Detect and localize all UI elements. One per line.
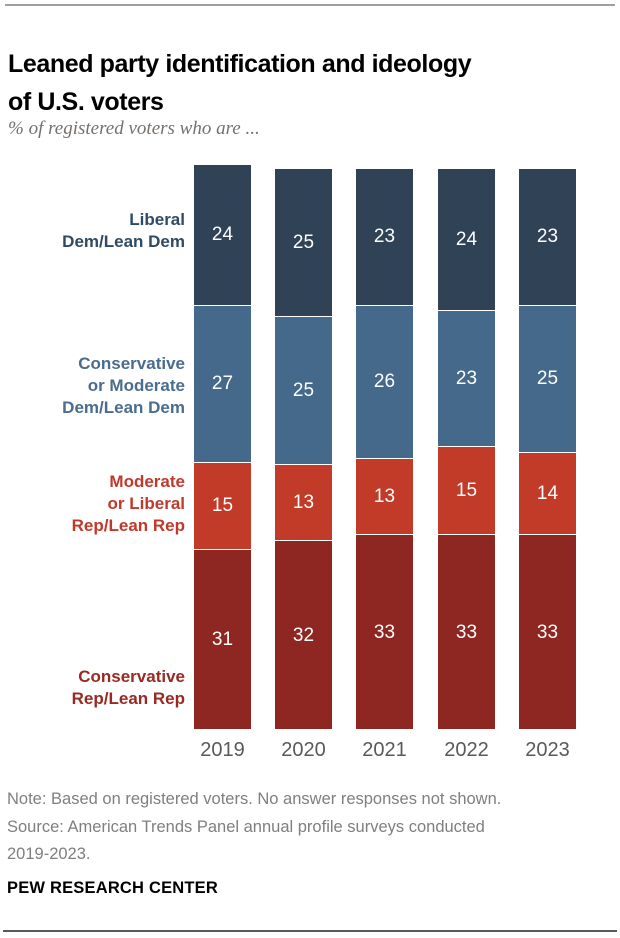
pew-research-center-wordmark: PEW RESEARCH CENTER xyxy=(7,879,218,897)
x-axis-label-2020: 2020 xyxy=(281,739,326,761)
series-label: Conservative Rep/Lean Rep xyxy=(0,666,185,710)
series-label-line: Liberal xyxy=(129,210,185,229)
bar-segment: 13 xyxy=(356,457,413,535)
chart-subtitle: % of registered voters who are ... xyxy=(8,118,260,139)
value-label: 24 xyxy=(211,224,234,246)
series-label-line: Moderate xyxy=(109,472,185,491)
value-label: 33 xyxy=(536,621,559,643)
bar-segment: 24 xyxy=(194,165,251,305)
series-label: Liberal Dem/Lean Dem xyxy=(0,209,185,253)
bar-2020: 25 25 13 32 xyxy=(275,169,332,729)
series-label-line: Dem/Lean Dem xyxy=(62,232,185,251)
value-label: 33 xyxy=(373,621,396,643)
page-title-line1: Leaned party identification and ideology xyxy=(8,49,472,78)
bar-segment: 23 xyxy=(438,310,495,447)
series-label-line: or Moderate xyxy=(87,376,185,395)
bar-segment: 32 xyxy=(275,540,332,729)
note-line: Note: Based on registered voters. No ans… xyxy=(7,790,502,808)
series-label-line: Conservative xyxy=(78,667,185,686)
bar-2021: 23 26 13 33 xyxy=(356,169,413,729)
bar-2019: 24 27 15 31 xyxy=(194,165,251,729)
page-title-line2: of U.S. voters xyxy=(8,87,164,116)
value-label: 23 xyxy=(373,226,396,248)
bar-2023: 23 25 14 33 xyxy=(519,169,576,729)
value-label: 13 xyxy=(292,492,315,514)
value-label: 25 xyxy=(536,368,559,390)
bar-segment: 25 xyxy=(519,304,576,452)
bar-segment: 25 xyxy=(275,316,332,464)
bar-segment: 15 xyxy=(194,461,251,549)
top-divider xyxy=(5,4,615,6)
bar-segment: 14 xyxy=(519,451,576,535)
value-label: 24 xyxy=(455,229,478,251)
series-label-line: Dem/Lean Dem xyxy=(62,398,185,417)
value-label: 15 xyxy=(455,480,478,502)
source-line: Source: American Trends Panel annual pro… xyxy=(7,817,485,836)
bar-segment: 33 xyxy=(519,534,576,729)
value-label: 32 xyxy=(292,624,315,646)
x-axis-label-2023: 2023 xyxy=(525,739,570,761)
value-label: 13 xyxy=(373,486,396,508)
series-label: Moderate or Liberal Rep/Lean Rep xyxy=(0,471,185,537)
x-axis-label-2022: 2022 xyxy=(444,739,489,761)
bar-segment: 24 xyxy=(438,169,495,311)
series-label-line: or Liberal xyxy=(107,494,185,513)
bar-segment: 23 xyxy=(519,169,576,305)
value-label: 23 xyxy=(536,226,559,248)
value-label: 33 xyxy=(455,621,478,643)
bar-segment: 23 xyxy=(356,169,413,305)
value-label: 26 xyxy=(373,371,396,393)
bar-segment: 31 xyxy=(194,548,251,729)
value-label: 14 xyxy=(536,483,559,505)
bar-2022: 24 23 15 33 xyxy=(438,169,495,729)
page-title: Leaned party identification and ideology… xyxy=(8,45,614,121)
bar-segment: 15 xyxy=(438,446,495,535)
series-label: Conservative or Moderate Dem/Lean Dem xyxy=(0,353,185,419)
value-label: 27 xyxy=(211,373,234,395)
bar-segment: 33 xyxy=(438,534,495,729)
value-label: 31 xyxy=(211,628,234,650)
bar-segment: 33 xyxy=(356,534,413,729)
series-label-line: Conservative xyxy=(78,354,185,373)
series-label-line: Rep/Lean Rep xyxy=(71,689,185,708)
bar-segment: 26 xyxy=(356,304,413,458)
bottom-divider xyxy=(3,930,617,932)
bar-segment: 25 xyxy=(275,169,332,317)
value-label: 15 xyxy=(211,495,234,517)
note-text: Note: Based on registered voters. No ans… xyxy=(7,786,613,869)
value-label: 25 xyxy=(292,380,315,402)
series-label-line: Rep/Lean Rep xyxy=(71,516,185,535)
x-axis-label-2019: 2019 xyxy=(200,739,245,761)
bar-segment: 13 xyxy=(275,463,332,541)
bar-segment: 27 xyxy=(194,304,251,462)
value-label: 23 xyxy=(455,368,478,390)
source-line2: 2019-2023. xyxy=(7,845,91,863)
x-axis-label-2021: 2021 xyxy=(362,739,407,761)
value-label: 25 xyxy=(292,232,315,254)
